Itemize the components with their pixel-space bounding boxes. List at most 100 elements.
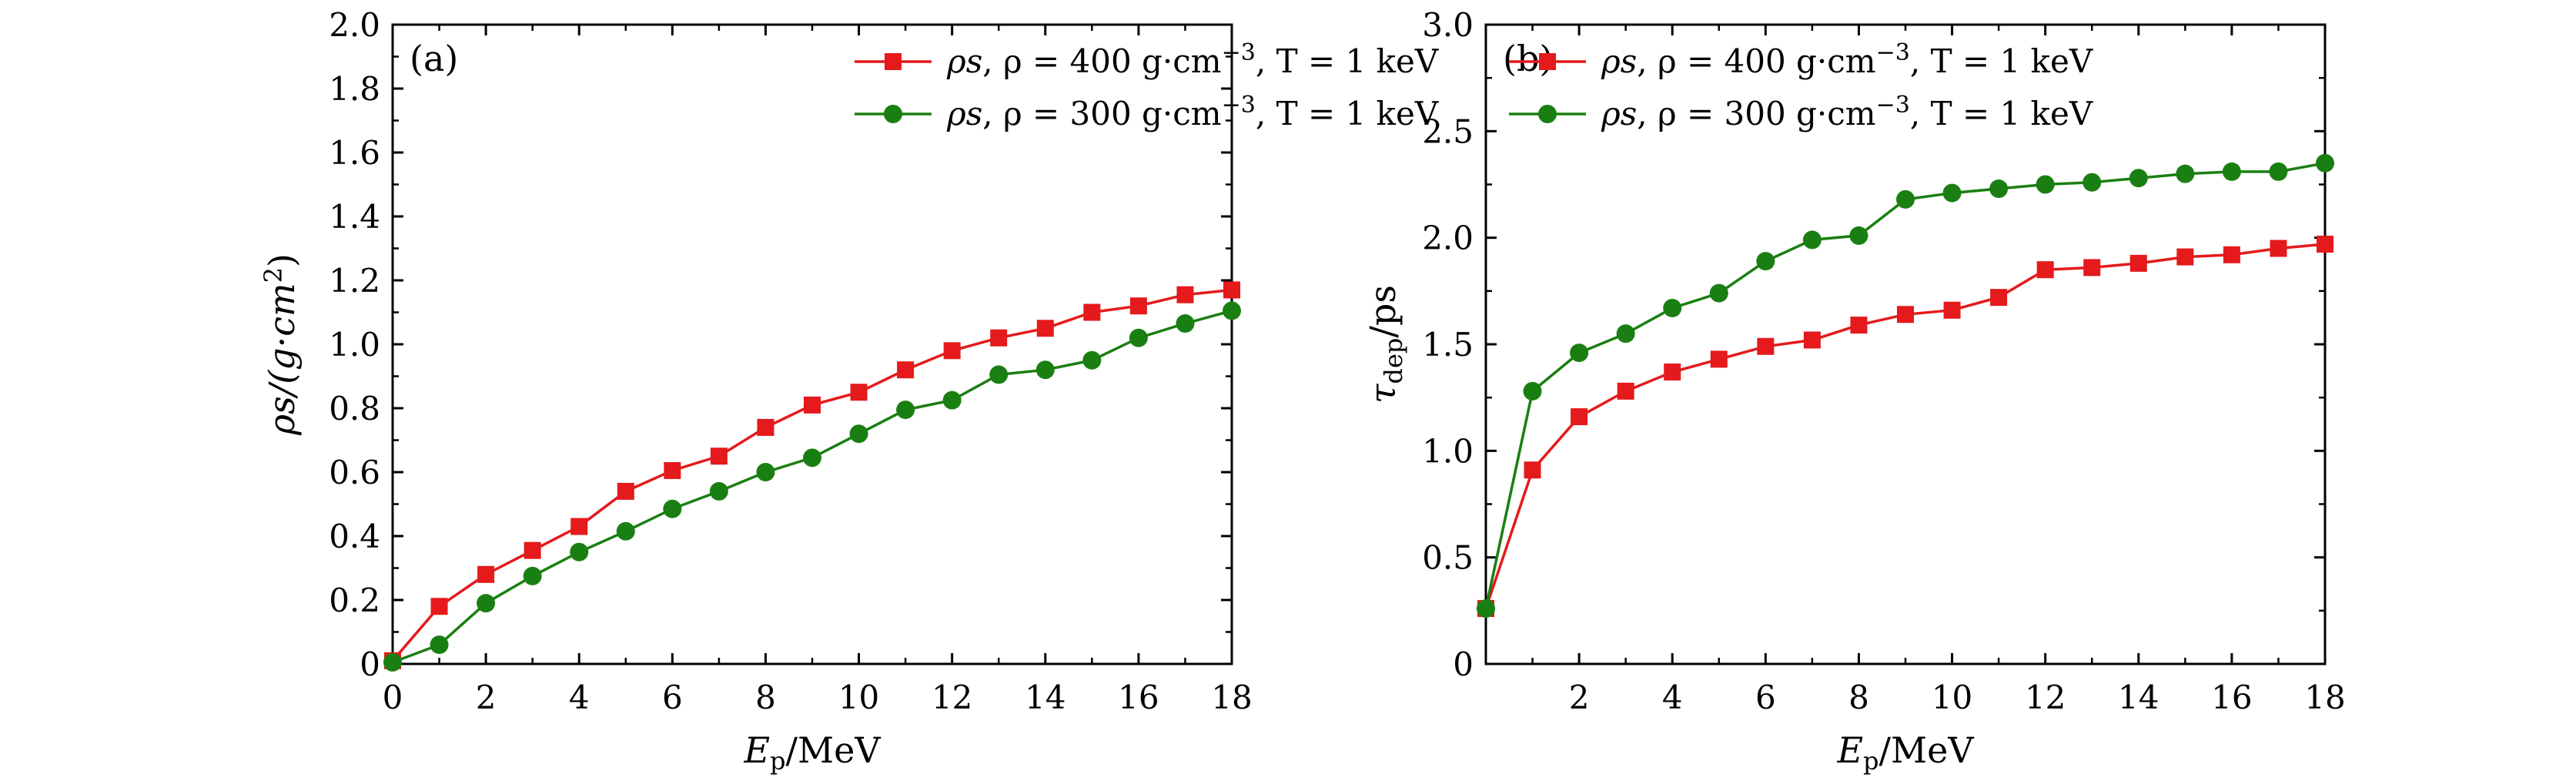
series-line — [392, 309, 1233, 664]
y-tick-label: 1.8 — [329, 70, 380, 108]
data-point — [524, 541, 541, 559]
x-tick-label: 10 — [838, 679, 879, 716]
data-point — [570, 542, 589, 561]
y-tick-label: 2.5 — [1422, 112, 1474, 150]
y-tick-label: 0.6 — [329, 454, 380, 491]
legend-label: ρs, ρ = 300 g·cm−3, T = 1 keV — [1601, 92, 2093, 132]
y-tick-label: 0 — [1453, 645, 1474, 683]
data-point — [849, 424, 868, 444]
data-point — [430, 598, 448, 615]
data-point — [2036, 261, 2054, 279]
y-tick-label: 2.0 — [1422, 220, 1474, 257]
x-tick-label: 14 — [2118, 679, 2159, 716]
x-tick-label: 10 — [1932, 679, 1972, 716]
data-point — [1617, 382, 1634, 400]
y-tick-label: 1.0 — [1422, 432, 1474, 470]
data-point — [1571, 408, 1588, 426]
data-point — [1710, 350, 1728, 368]
y-tick-label: 1.4 — [329, 198, 380, 236]
data-point — [1802, 230, 1822, 250]
y-tick-label: 0.8 — [329, 390, 380, 427]
data-point — [1223, 281, 1240, 299]
x-tick-label: 12 — [932, 679, 972, 716]
data-point — [756, 463, 775, 481]
series-green-circles — [383, 301, 1241, 672]
y-axis-label: τdep/ps — [1362, 285, 1408, 404]
data-point — [1990, 289, 2008, 307]
data-point — [383, 652, 402, 672]
data-point — [1942, 183, 1962, 203]
x-tick-label: 2 — [1569, 679, 1590, 716]
y-tick-label: 1.0 — [329, 326, 380, 364]
data-point — [990, 329, 1008, 347]
data-point — [1989, 179, 2009, 199]
data-point — [897, 361, 915, 379]
x-tick-label: 16 — [1118, 679, 1159, 716]
data-point — [430, 635, 449, 655]
data-point — [477, 594, 496, 613]
x-tick-label: 4 — [569, 679, 590, 716]
data-point — [2223, 246, 2240, 263]
data-point — [989, 365, 1009, 384]
y-tick-label: 0.2 — [329, 582, 380, 619]
series-red-squares — [384, 281, 1240, 669]
legend-marker — [885, 53, 902, 70]
x-tick-label: 8 — [1848, 679, 1869, 716]
x-tick-label: 14 — [1025, 679, 1066, 716]
data-point — [1523, 381, 1542, 401]
data-point — [617, 482, 634, 500]
data-point — [2270, 240, 2287, 257]
data-point — [1082, 350, 1102, 370]
y-tick-label: 0.4 — [329, 518, 380, 555]
data-point — [663, 499, 682, 518]
data-point — [1709, 283, 1728, 303]
data-point — [1036, 320, 1054, 337]
y-axis-label: ρs/(g·cm2) — [259, 253, 303, 436]
data-point — [850, 384, 868, 401]
data-point — [2129, 169, 2148, 188]
data-point — [570, 518, 588, 535]
legend-label: ρs, ρ = 400 g·cm−3, T = 1 keV — [1601, 39, 2093, 80]
data-point — [1850, 317, 1868, 334]
data-point — [1896, 189, 1915, 209]
y-tick-label: 1.5 — [1422, 326, 1474, 364]
x-tick-label: 8 — [755, 679, 776, 716]
x-tick-label: 4 — [1662, 679, 1683, 716]
data-point — [1524, 461, 1541, 479]
x-tick-label: 6 — [1755, 679, 1776, 716]
data-point — [1616, 324, 1635, 344]
data-point — [943, 342, 961, 360]
x-tick-label: 2 — [476, 679, 497, 716]
data-point — [2316, 153, 2334, 173]
data-point — [1803, 331, 1821, 349]
legend-entry: ρs, ρ = 300 g·cm−3, T = 1 keV — [855, 92, 1439, 132]
data-point — [2129, 254, 2147, 272]
data-point — [1570, 344, 1589, 363]
x-tick-label: 0 — [383, 679, 403, 716]
x-tick-label: 12 — [2025, 679, 2066, 716]
data-point — [896, 401, 915, 420]
data-point — [1035, 360, 1055, 380]
data-point — [1477, 599, 1495, 618]
data-point — [1129, 297, 1147, 315]
data-point — [709, 481, 728, 501]
y-tick-label: 2.0 — [329, 6, 380, 44]
data-point — [1223, 301, 1241, 320]
data-point — [2222, 162, 2241, 181]
y-tick-label: 1.2 — [329, 262, 380, 300]
x-axis-label: Ep/MeV — [743, 729, 881, 776]
data-point — [1897, 306, 1914, 323]
data-point — [664, 461, 681, 479]
y-tick-label: 1.6 — [329, 134, 380, 172]
series-line — [1484, 243, 2326, 609]
legend-entry: ρs, ρ = 400 g·cm−3, T = 1 keV — [1509, 39, 2093, 80]
data-point — [2176, 248, 2194, 266]
data-point — [477, 565, 495, 583]
data-point — [523, 566, 542, 585]
series-line — [1484, 162, 2326, 609]
x-tick-label: 18 — [2304, 679, 2345, 716]
data-point — [1664, 363, 1681, 380]
x-axis-label: Ep/MeV — [1836, 729, 1974, 776]
data-point — [710, 447, 728, 465]
